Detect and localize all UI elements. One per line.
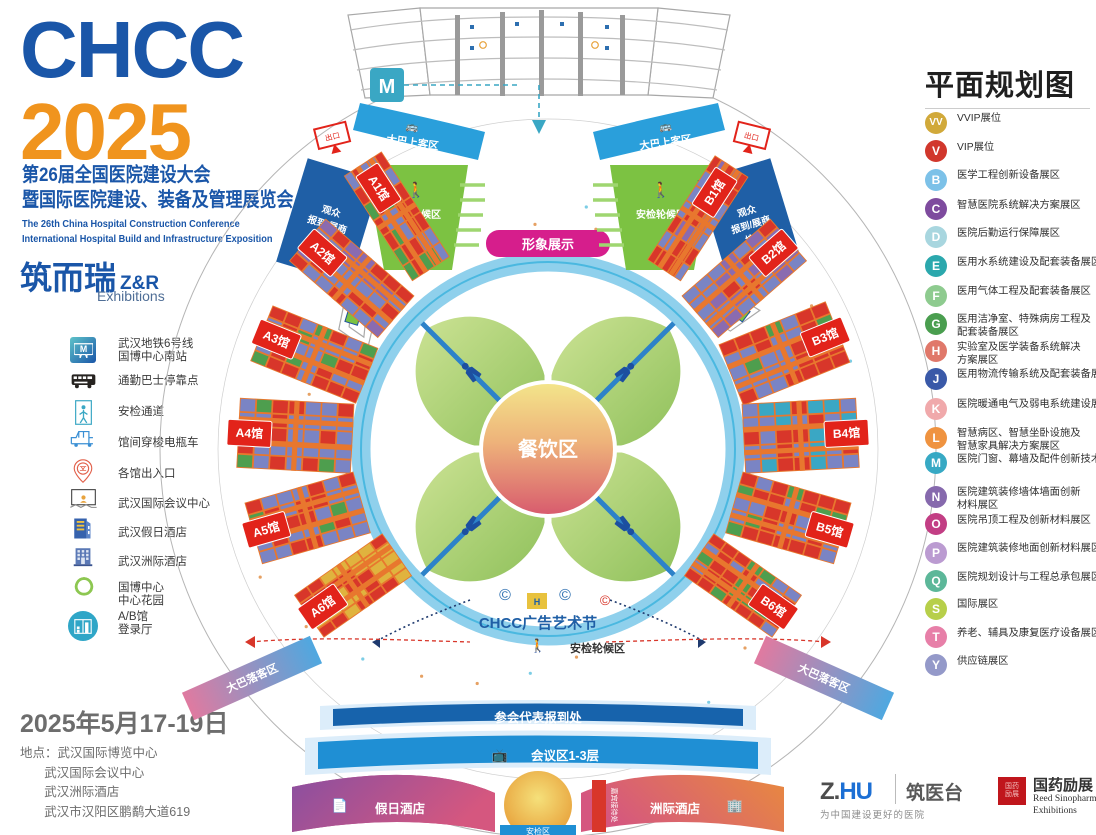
svg-text:安检轮候区: 安检轮候区 [570, 641, 625, 655]
svg-text:🏢: 🏢 [727, 798, 743, 813]
svg-text:©: © [499, 587, 511, 604]
svg-text:M: M [379, 76, 396, 98]
svg-text:出口: 出口 [743, 130, 760, 143]
svg-text:参会代表报到处: 参会代表报到处 [494, 710, 582, 725]
svg-text:餐饮区: 餐饮区 [518, 437, 578, 461]
svg-text:出口: 出口 [324, 130, 341, 143]
svg-text:安检区: 安检区 [526, 826, 550, 835]
svg-text:B4馆: B4馆 [833, 425, 861, 441]
svg-text:📺: 📺 [492, 748, 508, 763]
svg-text:H: H [534, 597, 541, 607]
svg-text:🚶: 🚶 [530, 638, 546, 653]
svg-text:🚶: 🚶 [652, 181, 671, 199]
svg-text:会议区1-3层: 会议区1-3层 [531, 748, 600, 763]
svg-text:🚌: 🚌 [405, 121, 419, 134]
svg-text:©: © [600, 592, 611, 608]
svg-text:📄: 📄 [332, 798, 348, 813]
svg-text:©: © [559, 587, 571, 604]
svg-text:A4馆: A4馆 [235, 425, 263, 441]
svg-text:洲际酒店: 洲际酒店 [650, 801, 701, 816]
svg-text:CHCC广告艺术节: CHCC广告艺术节 [479, 614, 597, 632]
svg-text:🚌: 🚌 [659, 121, 673, 134]
svg-text:形象展示: 形象展示 [522, 237, 574, 252]
svg-text:假日酒店: 假日酒店 [375, 801, 426, 816]
svg-text:嘉宾​接待处: 嘉宾​接待处 [610, 788, 619, 823]
